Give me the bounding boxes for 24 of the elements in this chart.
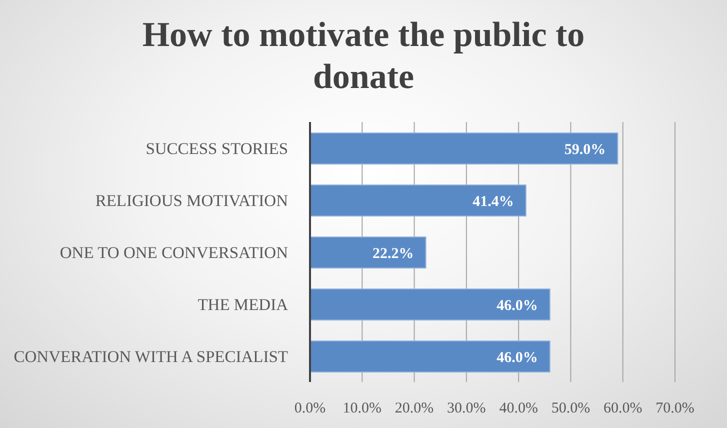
chart-title: How to motivate the public to donate	[141, 14, 586, 98]
y-tick-label: RELIGIOUS MOTIVATION	[95, 190, 288, 210]
bar	[310, 184, 526, 216]
bar	[310, 236, 426, 268]
y-tick-label: SUCCESS STORIES	[146, 138, 288, 158]
bar	[310, 132, 618, 164]
x-tick-label: 0.0%	[294, 400, 326, 417]
bar	[310, 340, 550, 372]
bar	[310, 288, 550, 320]
x-tick-label: 60.0%	[603, 400, 642, 417]
x-tick-label: 40.0%	[499, 400, 538, 417]
x-tick-label: 20.0%	[394, 400, 434, 417]
x-tick-label: 70.0%	[656, 400, 694, 417]
y-tick-label: THE MEDIA	[198, 294, 288, 314]
y-tick-label: CONVERATION WITH A SPECIALIST	[14, 346, 288, 366]
x-tick-label: 30.0%	[447, 400, 486, 417]
data-label: 59.0%	[564, 142, 606, 158]
data-label: 46.0%	[496, 298, 538, 314]
data-label: 22.2%	[372, 246, 414, 262]
data-label: 41.4%	[472, 194, 514, 210]
y-tick-label: ONE TO ONE CONVERSATION	[60, 242, 288, 262]
x-tick-label: 50.0%	[551, 400, 590, 417]
x-tick-label: 10.0%	[342, 400, 382, 417]
data-label: 46.0%	[496, 350, 538, 366]
